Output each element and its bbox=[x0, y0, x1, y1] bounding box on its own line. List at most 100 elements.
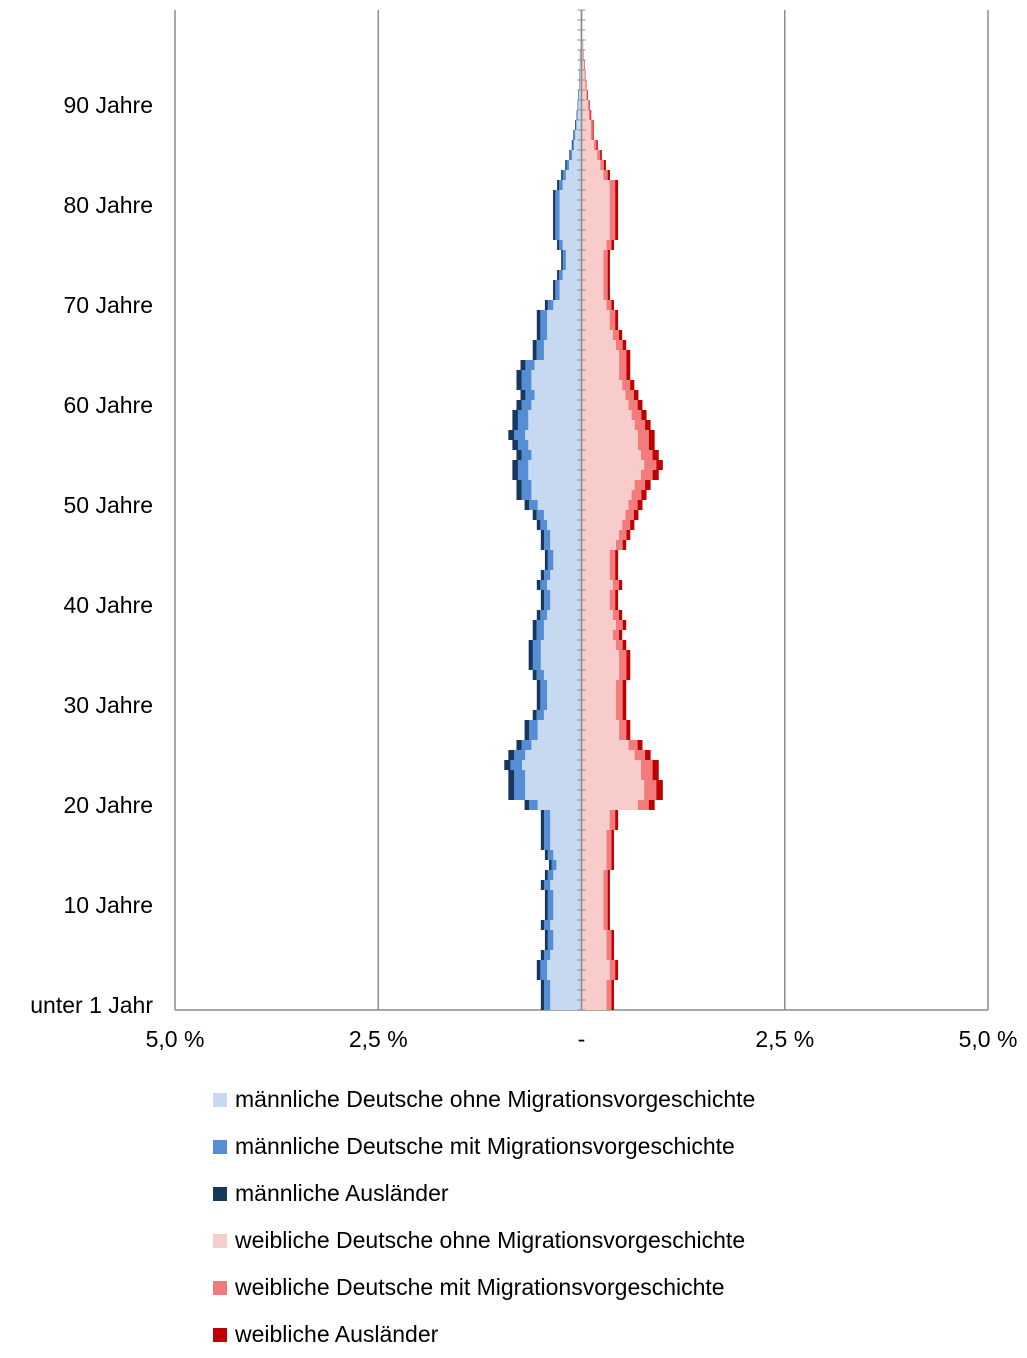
bar-male-2-age-9 bbox=[545, 910, 548, 920]
bar-female-1-age-24 bbox=[641, 760, 653, 770]
bar-male-2-age-72 bbox=[553, 280, 555, 290]
bar-male-2-age-69 bbox=[537, 310, 541, 320]
x-tick-label: 2,5 % bbox=[755, 1026, 814, 1052]
bar-female-0-age-4 bbox=[582, 960, 610, 970]
bar-female-1-age-88 bbox=[591, 120, 593, 130]
bar-female-1-age-25 bbox=[635, 750, 645, 760]
bar-male-1-age-90 bbox=[578, 100, 579, 110]
bar-male-1-age-55 bbox=[522, 450, 532, 460]
bar-female-1-age-8 bbox=[603, 920, 607, 930]
bar-female-0-age-90 bbox=[582, 100, 588, 110]
bar-female-1-age-30 bbox=[616, 700, 623, 710]
bar-female-2-age-90 bbox=[589, 100, 590, 110]
bar-female-0-age-70 bbox=[582, 300, 607, 310]
bar-female-2-age-52 bbox=[645, 480, 651, 490]
bar-female-0-age-67 bbox=[582, 330, 613, 340]
bar-male-2-age-26 bbox=[516, 740, 521, 750]
bar-female-0-age-86 bbox=[582, 140, 595, 150]
bar-male-1-age-14 bbox=[552, 860, 557, 870]
bar-male-1-age-13 bbox=[548, 870, 553, 880]
bar-male-2-age-77 bbox=[553, 230, 555, 240]
bar-male-0-age-19 bbox=[550, 810, 581, 820]
bar-male-1-age-63 bbox=[522, 370, 532, 380]
bar-male-1-age-19 bbox=[544, 810, 550, 820]
bar-female-2-age-11 bbox=[608, 890, 610, 900]
bar-male-0-age-38 bbox=[544, 620, 582, 630]
bar-male-2-age-28 bbox=[525, 720, 530, 730]
bar-male-2-age-74 bbox=[561, 260, 563, 270]
bar-male-0-age-82 bbox=[563, 180, 582, 190]
bar-female-1-age-55 bbox=[641, 450, 653, 460]
bar-female-0-age-37 bbox=[582, 630, 613, 640]
bar-female-1-age-74 bbox=[603, 260, 607, 270]
bar-female-1-age-59 bbox=[632, 410, 642, 420]
bar-male-2-age-14 bbox=[549, 860, 552, 870]
bar-male-0-age-7 bbox=[553, 930, 581, 940]
bar-female-0-age-79 bbox=[582, 210, 610, 220]
bar-female-0-age-84 bbox=[582, 160, 601, 170]
bar-male-1-age-76 bbox=[559, 240, 563, 250]
bar-male-0-age-11 bbox=[553, 890, 581, 900]
bar-female-0-age-34 bbox=[582, 660, 620, 670]
bar-female-0-age-11 bbox=[582, 890, 604, 900]
bar-male-0-age-33 bbox=[544, 670, 582, 680]
bar-female-2-age-30 bbox=[623, 700, 627, 710]
bar-female-0-age-88 bbox=[582, 120, 591, 130]
bar-male-2-age-79 bbox=[553, 210, 555, 220]
bar-male-2-age-4 bbox=[537, 960, 541, 970]
bar-male-2-age-43 bbox=[541, 570, 544, 580]
legend-swatch bbox=[213, 1093, 227, 1107]
bar-female-2-age-18 bbox=[615, 820, 618, 830]
bar-female-0-age-20 bbox=[582, 800, 638, 810]
bar-male-0-age-17 bbox=[550, 830, 581, 840]
bar-male-0-age-71 bbox=[560, 290, 582, 300]
bar-male-2-age-42 bbox=[537, 580, 541, 590]
bar-female-2-age-4 bbox=[615, 960, 618, 970]
bar-male-1-age-43 bbox=[544, 570, 550, 580]
bar-female-1-age-82 bbox=[610, 180, 615, 190]
bar-female-1-age-58 bbox=[635, 420, 645, 430]
bar-female-1-age-11 bbox=[603, 890, 607, 900]
bar-male-2-age-6 bbox=[545, 940, 548, 950]
bar-male-2-age-33 bbox=[533, 670, 537, 680]
legend-item: weibliche Deutsche mit Migrationsvorgesc… bbox=[213, 1264, 755, 1311]
bar-female-0-age-3 bbox=[582, 970, 610, 980]
bar-female-2-age-10 bbox=[608, 900, 610, 910]
bar-female-2-age-86 bbox=[596, 140, 597, 150]
bar-male-0-age-43 bbox=[550, 570, 581, 580]
bar-female-1-age-27 bbox=[619, 730, 626, 740]
bar-male-0-age-78 bbox=[560, 220, 582, 230]
bar-male-1-age-26 bbox=[522, 740, 532, 750]
bar-male-1-age-52 bbox=[522, 480, 532, 490]
bar-male-1-age-81 bbox=[555, 190, 559, 200]
bar-male-1-age-8 bbox=[544, 920, 550, 930]
bar-male-1-age-59 bbox=[518, 410, 528, 420]
bar-female-0-age-38 bbox=[582, 620, 616, 630]
bar-female-1-age-68 bbox=[610, 320, 615, 330]
bar-female-2-age-73 bbox=[608, 270, 610, 280]
bar-female-1-age-69 bbox=[610, 310, 615, 320]
bar-female-1-age-54 bbox=[644, 460, 656, 470]
bar-male-1-age-3 bbox=[540, 970, 547, 980]
bar-male-0-age-68 bbox=[547, 320, 581, 330]
bar-male-0-age-29 bbox=[544, 710, 582, 720]
bar-male-2-age-15 bbox=[545, 850, 548, 860]
bar-male-2-age-59 bbox=[512, 410, 518, 420]
bar-male-0-age-24 bbox=[522, 760, 581, 770]
bar-male-2-age-10 bbox=[545, 900, 548, 910]
bar-female-1-age-33 bbox=[619, 670, 626, 680]
bar-male-1-age-82 bbox=[559, 180, 563, 190]
bar-female-0-age-91 bbox=[582, 90, 587, 100]
bar-female-0-age-80 bbox=[582, 200, 610, 210]
bar-female-0-age-61 bbox=[582, 390, 626, 400]
bar-male-0-age-30 bbox=[547, 700, 581, 710]
bar-male-0-age-56 bbox=[528, 440, 581, 450]
bar-female-1-age-65 bbox=[619, 350, 626, 360]
bar-male-0-age-40 bbox=[550, 600, 581, 610]
bar-male-1-age-77 bbox=[555, 230, 559, 240]
bar-male-1-age-65 bbox=[537, 350, 544, 360]
bar-female-1-age-4 bbox=[610, 960, 615, 970]
bar-female-0-age-26 bbox=[582, 740, 629, 750]
bar-female-0-age-48 bbox=[582, 520, 623, 530]
bar-female-1-age-36 bbox=[616, 640, 623, 650]
